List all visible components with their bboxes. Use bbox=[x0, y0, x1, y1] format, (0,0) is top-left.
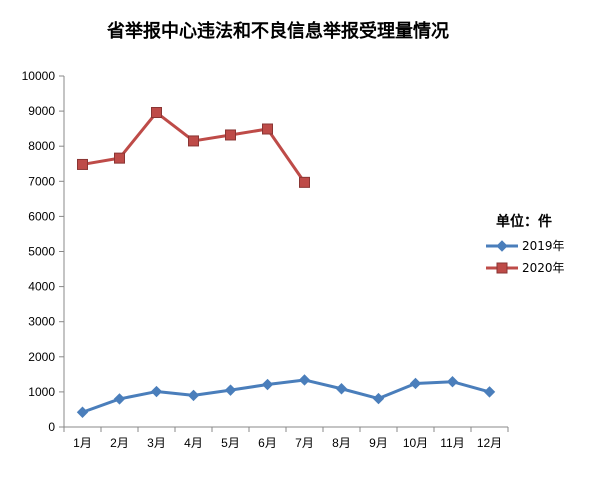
x-tick-label: 11月 bbox=[440, 436, 464, 450]
data-point bbox=[76, 406, 89, 418]
y-tick-label: 0 bbox=[48, 420, 55, 434]
data-point bbox=[262, 123, 273, 135]
data-point bbox=[372, 392, 385, 405]
data-point bbox=[114, 152, 125, 164]
x-tick-label: 1月 bbox=[73, 436, 92, 450]
x-tick-label: 3月 bbox=[147, 436, 166, 450]
x-tick-label: 10月 bbox=[403, 436, 428, 450]
data-point bbox=[446, 376, 459, 388]
legend-item: 2020年 bbox=[486, 261, 565, 275]
axes bbox=[59, 75, 509, 432]
data-point bbox=[409, 377, 422, 390]
y-tick-label: 7000 bbox=[28, 174, 55, 188]
legend-label: 2020年 bbox=[522, 261, 565, 275]
legend-swatch-marker bbox=[496, 240, 508, 252]
y-tick-label: 10000 bbox=[22, 69, 56, 83]
x-tick-label: 5月 bbox=[221, 436, 240, 450]
y-tick-label: 6000 bbox=[28, 209, 55, 223]
x-tick-label: 9月 bbox=[369, 436, 388, 450]
data-point bbox=[483, 386, 496, 398]
y-tick-label: 1000 bbox=[28, 385, 55, 399]
y-tick-label: 8000 bbox=[28, 139, 55, 153]
y-tick-labels: 0 1000 2000 3000 4000 5000 6000 7000 8000 9000 100… bbox=[22, 69, 56, 434]
legend: 2019年 2020年 bbox=[486, 239, 565, 275]
legend-swatch-marker bbox=[496, 262, 508, 274]
x-tick-labels: 1月 2月 3月 4月 5月 6月 7月 8月 9月 10月 11月 12月 bbox=[73, 436, 502, 450]
legend-item: 2019年 bbox=[486, 239, 565, 253]
x-tick-label: 7月 bbox=[295, 436, 314, 450]
data-point bbox=[224, 384, 237, 396]
data-point bbox=[77, 158, 88, 170]
data-point bbox=[298, 374, 311, 386]
data-point bbox=[151, 107, 162, 119]
legend-label: 2019年 bbox=[522, 239, 565, 253]
data-point bbox=[335, 383, 348, 395]
chart-title: 省举报中心违法和不良信息举报受理量情况 bbox=[106, 20, 449, 42]
y-tick-label: 5000 bbox=[28, 245, 55, 259]
x-tick-label: 6月 bbox=[258, 436, 277, 450]
data-point bbox=[150, 385, 163, 398]
series-1 bbox=[77, 107, 310, 188]
x-tick-label: 4月 bbox=[184, 436, 203, 450]
data-point bbox=[188, 135, 199, 147]
x-tick-label: 12月 bbox=[477, 436, 502, 450]
y-tick-label: 9000 bbox=[28, 104, 55, 118]
data-point bbox=[113, 393, 126, 405]
data-point bbox=[261, 378, 274, 391]
y-tick-label: 4000 bbox=[28, 280, 55, 294]
unit-label: 单位：件 bbox=[496, 213, 552, 230]
data-point bbox=[299, 176, 310, 188]
y-tick-label: 3000 bbox=[28, 315, 55, 329]
data-point bbox=[225, 129, 236, 141]
series-layer bbox=[76, 107, 496, 418]
x-tick-label: 2月 bbox=[110, 436, 129, 450]
series-line bbox=[81, 378, 490, 414]
series-line bbox=[82, 111, 306, 184]
x-tick-label: 8月 bbox=[332, 436, 351, 450]
series-0 bbox=[76, 374, 496, 418]
data-point bbox=[187, 389, 200, 402]
y-tick-label: 2000 bbox=[28, 350, 55, 364]
